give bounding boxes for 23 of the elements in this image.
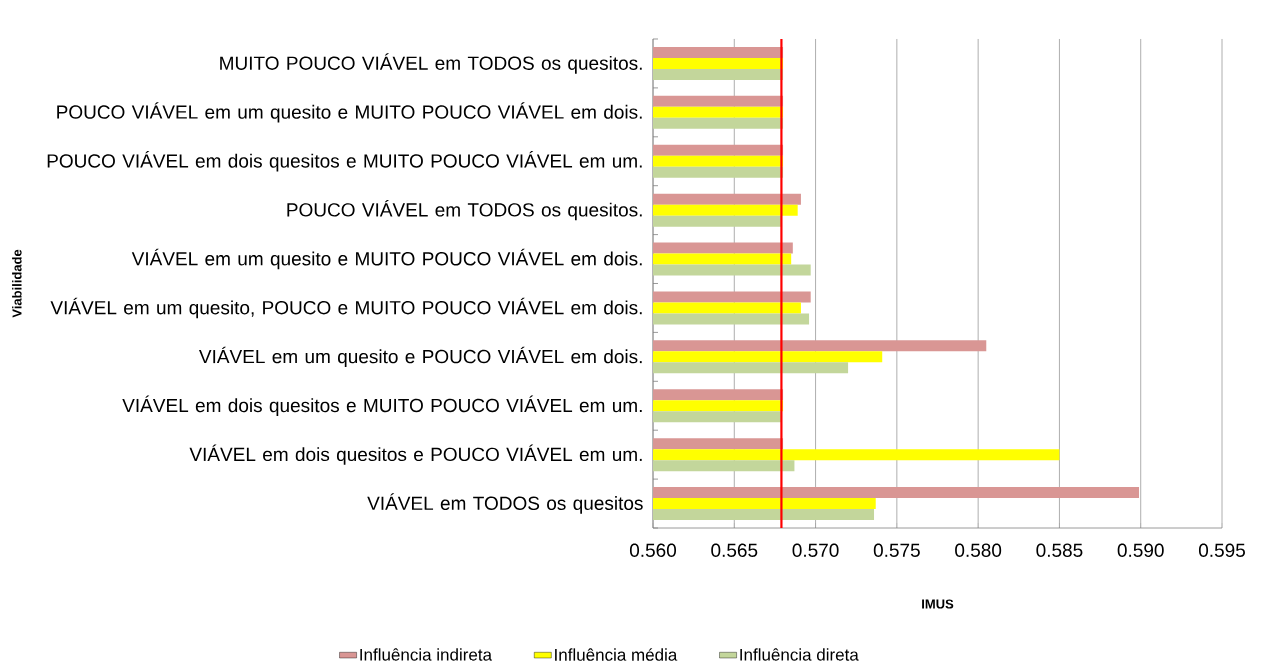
x-tick-label: 0.580: [955, 543, 1002, 557]
x-tick-label: 0.575: [873, 543, 920, 557]
y-tick-label: POUCO VIÁVEL em um quesito e MUITO POUCO VIÁVEL em dois.: [57, 102, 642, 123]
y-tick-label: POUCO VIÁVEL em dois quesitos e MUITO POUCO VIÁVEL em um.: [47, 151, 642, 172]
legend-label: Influência média: [555, 648, 678, 661]
x-tick-label: 0.590: [1117, 543, 1164, 557]
y-tick-label: VIÁVEL em um quesito e POUCO VIÁVEL em dois.: [198, 346, 642, 368]
y-tick-label: VIÁVEL em um quesito e MUITO POUCO VIÁVEL em dois.: [131, 248, 642, 270]
x-tick-label: 0.595: [1198, 543, 1245, 557]
x-axis-title: IMUS: [922, 599, 954, 609]
legend-label: Influência indireta: [360, 648, 493, 661]
x-tick-label: 0.560: [629, 543, 677, 557]
y-tick-label: VIÁVEL em dois quesitos e MUITO POUCO VIÁVEL em um.: [122, 395, 642, 416]
y-tick-label: POUCO VIÁVEL em TODOS os quesitos.: [287, 199, 642, 221]
legend-label: Influência direta: [740, 648, 859, 661]
y-axis-title: Viabilidade: [12, 249, 22, 318]
y-tick-label: VIÁVEL em um quesito, POUCO e MUITO POUCO VIÁVEL em dois.: [50, 297, 642, 319]
x-tick-label: 0.565: [711, 543, 758, 557]
y-tick-label: VIÁVEL em dois quesitos e POUCO VIÁVEL em um.: [189, 444, 642, 465]
y-tick-label: VIÁVEL em TODOS os quesitos: [367, 493, 643, 514]
x-tick-label: 0.585: [1036, 543, 1083, 557]
x-tick-label: 0.570: [792, 543, 839, 557]
y-tick-label: MUITO POUCO VIÁVEL em TODOS os quesitos.: [220, 53, 642, 74]
